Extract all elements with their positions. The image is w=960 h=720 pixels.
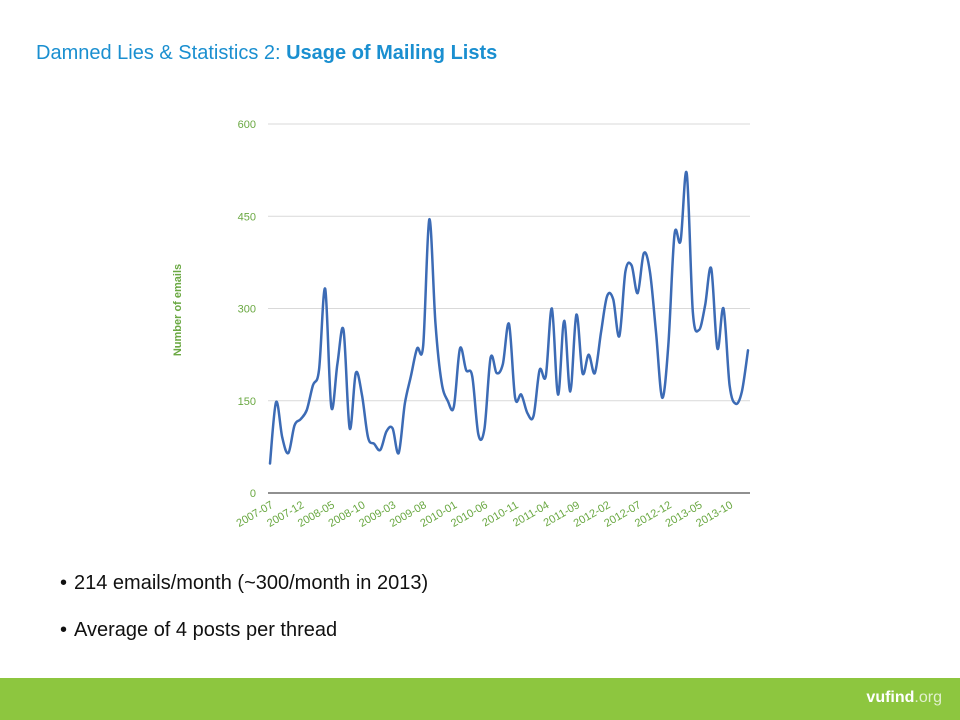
- y-tick-label: 450: [238, 211, 256, 223]
- bullet-text: Average of 4 posts per thread: [74, 619, 338, 641]
- y-axis-label: Number of emails: [172, 264, 184, 356]
- chart-gridlines: [268, 123, 750, 402]
- y-tick-label: 300: [238, 304, 256, 316]
- logo-name: vufind: [866, 689, 915, 706]
- line-chart: 0 150 300 450 600 2007-072007-122008-052008-…: [172, 119, 750, 530]
- y-tick-label: 0: [250, 488, 256, 500]
- bullet-item: • 214 emails/month (~300/month in 2013): [60, 572, 429, 594]
- slide-title: Damned Lies & Statistics 2: Usage of Mai…: [36, 42, 497, 65]
- footer-bar: vufind.org: [0, 678, 960, 720]
- y-tick-labels: 0 150 300 450 600: [238, 119, 256, 500]
- slide-title-prefix: Damned Lies & Statistics 2:: [36, 42, 287, 64]
- y-tick-label: 600: [238, 119, 256, 131]
- slide-title-bold: Usage of Mailing Lists: [286, 42, 498, 64]
- bullet-list: • 214 emails/month (~300/month in 2013) •…: [60, 570, 428, 664]
- series-line: [268, 170, 750, 465]
- bullet-item: • Average of 4 posts per thread: [60, 619, 338, 641]
- x-tick-labels: 2007-072007-122008-052008-102009-032009-…: [235, 499, 736, 530]
- logo-tld: .org: [914, 689, 942, 706]
- bullet-text: 214 emails/month (~300/month in 2013): [74, 572, 429, 594]
- vufind-logo[interactable]: vufind.org: [866, 689, 942, 707]
- y-tick-label: 150: [238, 396, 256, 408]
